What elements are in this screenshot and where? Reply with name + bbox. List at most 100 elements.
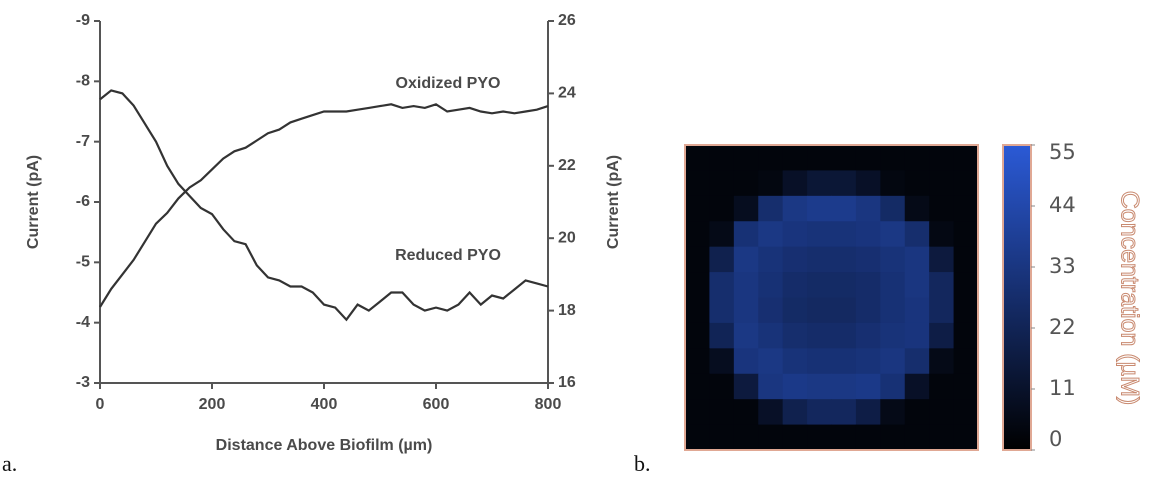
heat-cell (807, 297, 832, 324)
heat-cell (953, 145, 979, 171)
heat-cell (831, 170, 857, 197)
y2-tick-label: 22 (558, 157, 576, 174)
heat-cell (904, 424, 930, 451)
heat-cell (782, 195, 808, 222)
colorbar (1002, 144, 1032, 451)
heat-cell (782, 348, 808, 375)
heat-cell (880, 348, 906, 375)
heat-cell (831, 272, 857, 298)
heat-cell (782, 373, 808, 400)
heat-cell (709, 272, 735, 298)
heat-cell (953, 373, 979, 400)
colorbar-tick-label: 44 (1049, 193, 1076, 217)
heat-cell (685, 399, 710, 426)
x-tick-label: 200 (199, 396, 226, 413)
heat-cell (782, 424, 808, 451)
heat-cell (831, 373, 857, 400)
heat-cell (831, 399, 857, 426)
heat-cell (880, 424, 906, 451)
heat-cell (929, 221, 955, 248)
annotation: Reduced PYO (395, 247, 501, 264)
heat-cell (758, 221, 784, 248)
heat-cell (758, 145, 784, 171)
heat-cell (929, 272, 955, 298)
data-line (99, 89, 549, 322)
heat-cell (904, 272, 930, 298)
heat-cell (709, 170, 735, 197)
colorbar-tick-label: 33 (1049, 254, 1076, 278)
heat-cell (807, 195, 832, 222)
x-axis-label: Distance Above Biofilm (µm) (216, 437, 433, 454)
heat-cell (782, 170, 808, 197)
heat-cell (855, 373, 881, 400)
y-tick-label: -4 (76, 314, 90, 331)
heat-cell (904, 145, 930, 171)
heat-cell (807, 246, 832, 273)
heat-cell (758, 297, 784, 324)
heat-cell (758, 373, 784, 400)
heat-cell (733, 297, 759, 324)
heat-cell (855, 170, 881, 197)
heat-cell (880, 297, 906, 324)
heat-cell (685, 170, 710, 197)
heat-cell (807, 145, 832, 171)
heat-cell (831, 246, 857, 273)
heat-cell (929, 373, 955, 400)
x-tick-label: 800 (535, 396, 562, 413)
heat-cell (782, 399, 808, 426)
heat-cell (904, 297, 930, 324)
heat-cell (880, 221, 906, 248)
colorbar-label: Concentration (µM) (1115, 191, 1143, 405)
heat-cell (855, 246, 881, 273)
heat-cell (831, 348, 857, 375)
heat-cell (807, 424, 832, 451)
heat-cell (953, 246, 979, 273)
heat-cell (880, 322, 906, 349)
heat-cell (685, 373, 710, 400)
heat-cell (904, 399, 930, 426)
heat-cell (929, 195, 955, 222)
y2-tick-label: 26 (558, 12, 576, 29)
heat-cell (807, 272, 832, 298)
y-tick-label: -9 (76, 12, 90, 29)
x-tick-label: 400 (311, 396, 338, 413)
y2-tick-label: 16 (558, 374, 576, 391)
heat-cell (807, 373, 832, 400)
heat-cell (709, 246, 735, 273)
heat-cell (904, 373, 930, 400)
heat-cell (709, 145, 735, 171)
x-tick-label: 600 (423, 396, 450, 413)
colorbar-tick-label: 22 (1049, 315, 1076, 339)
heat-cell (953, 170, 979, 197)
heat-cell (904, 322, 930, 349)
heat-cell (733, 195, 759, 222)
heat-cell (880, 373, 906, 400)
heat-cell (953, 348, 979, 375)
heat-cell (709, 399, 735, 426)
y-axis-label: Current (pA) (25, 155, 42, 249)
heat-cell (733, 246, 759, 273)
heat-cell (929, 348, 955, 375)
y2-tick-label: 24 (558, 85, 576, 102)
heat-cell (904, 246, 930, 273)
heat-cell (758, 348, 784, 375)
heat-cell (709, 322, 735, 349)
heat-cell (880, 399, 906, 426)
heat-cell (880, 272, 906, 298)
heat-cell (709, 221, 735, 248)
heat-cell (758, 195, 784, 222)
heat-cell (758, 246, 784, 273)
heat-cell (904, 221, 930, 248)
heat-cell (855, 221, 881, 248)
heat-cell (929, 399, 955, 426)
colorbar-tick-label: 0 (1049, 427, 1062, 451)
heat-cell (953, 399, 979, 426)
panel-label: a. (2, 451, 17, 476)
heat-cell (685, 195, 710, 222)
heat-cell (880, 195, 906, 222)
heat-cell (904, 195, 930, 222)
heat-cell (758, 424, 784, 451)
heat-cell (953, 221, 979, 248)
heat-cell (904, 170, 930, 197)
